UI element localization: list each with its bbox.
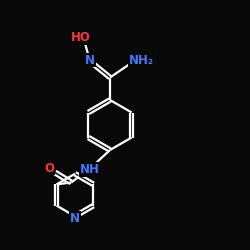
- Text: N: N: [85, 54, 95, 66]
- Text: NH: NH: [80, 163, 100, 176]
- Text: HO: HO: [71, 31, 91, 44]
- Text: N: N: [70, 212, 80, 225]
- Text: O: O: [44, 162, 54, 174]
- Text: NH₂: NH₂: [129, 54, 154, 66]
